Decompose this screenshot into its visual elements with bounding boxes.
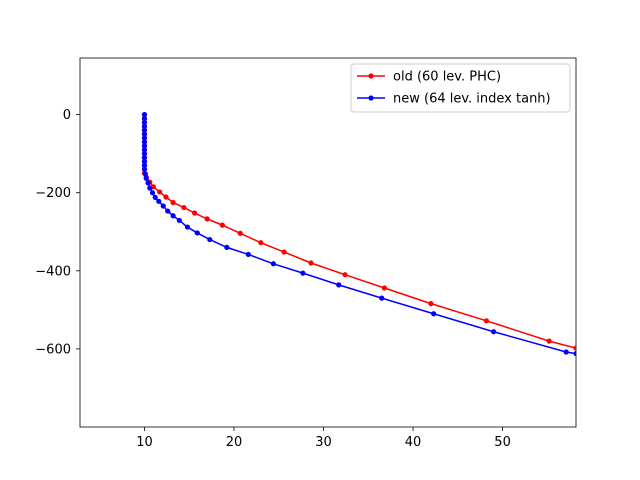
- data-point: [224, 244, 230, 250]
- data-point: [156, 198, 162, 204]
- data-point: [281, 249, 287, 255]
- data-point: [381, 285, 388, 291]
- data-point: [157, 189, 163, 195]
- data-point: [141, 135, 148, 141]
- data-point: [165, 208, 171, 214]
- data-point: [145, 180, 151, 186]
- data-point: [191, 210, 198, 216]
- data-point: [141, 162, 148, 168]
- axes: 10 20 30 40 50 −600 −400 −200 0: [35, 57, 577, 450]
- y-tick-label: −400: [35, 264, 71, 279]
- data-point: [160, 203, 166, 209]
- data-point: [143, 175, 149, 181]
- y-tick-label: 0: [63, 108, 71, 123]
- data-point: [308, 260, 314, 266]
- x-tick-label: 20: [226, 435, 243, 450]
- plot-area: [141, 112, 576, 357]
- data-point: [184, 224, 191, 230]
- data-point: [141, 139, 148, 145]
- data-point: [176, 217, 182, 224]
- data-point: [141, 147, 148, 153]
- data-point: [483, 318, 490, 324]
- data-point: [573, 350, 576, 357]
- data-point: [141, 143, 148, 149]
- data-point: [270, 261, 276, 267]
- legend-box: [350, 63, 571, 113]
- x-tick-label: 30: [315, 435, 332, 450]
- data-point: [300, 270, 306, 276]
- y-tick-label: −600: [35, 342, 71, 357]
- data-point: [207, 236, 213, 243]
- data-point: [546, 338, 552, 344]
- data-point: [152, 194, 158, 200]
- legend-label: new (64 lev. index tanh): [393, 92, 551, 107]
- data-point: [342, 272, 348, 278]
- x-tick-label: 10: [136, 435, 153, 450]
- series-0: [141, 112, 576, 351]
- data-point: [149, 190, 156, 196]
- data-point: [336, 282, 342, 288]
- data-point: [141, 154, 148, 161]
- axes-frame: [79, 57, 577, 428]
- data-point: [491, 329, 497, 335]
- data-point: [141, 115, 148, 122]
- legend-marker: [368, 73, 374, 79]
- data-point: [141, 151, 148, 157]
- series-1: [141, 112, 576, 357]
- data-point: [141, 119, 148, 126]
- data-point: [245, 251, 251, 258]
- data-point: [147, 185, 153, 191]
- data-point: [141, 127, 148, 133]
- data-point: [170, 199, 176, 206]
- data-point: [563, 349, 569, 355]
- data-point: [573, 345, 576, 351]
- legend-label: old (60 lev. PHC): [393, 70, 501, 85]
- data-point: [141, 123, 148, 129]
- data-point: [181, 204, 187, 211]
- data-point: [431, 311, 437, 317]
- x-tick-label: 40: [405, 435, 422, 450]
- data-point: [170, 213, 176, 219]
- data-point: [142, 171, 148, 177]
- data-point: [379, 295, 385, 301]
- data-point: [163, 194, 169, 200]
- data-point: [237, 230, 243, 236]
- data-point: [141, 131, 148, 137]
- x-tick-label: 50: [494, 435, 511, 450]
- data-point: [428, 301, 434, 307]
- data-point: [141, 166, 148, 172]
- legend-marker: [368, 95, 374, 101]
- legend: old (60 lev. PHC) new (64 lev. index tanh…: [350, 63, 571, 113]
- data-point: [194, 230, 200, 236]
- data-point: [141, 158, 148, 165]
- series-line: [143, 114, 576, 349]
- y-tick-label: −200: [35, 186, 71, 201]
- data-point: [204, 216, 210, 222]
- series-line: [143, 114, 576, 355]
- data-point: [141, 112, 148, 118]
- data-point: [258, 240, 264, 246]
- data-point: [219, 222, 225, 228]
